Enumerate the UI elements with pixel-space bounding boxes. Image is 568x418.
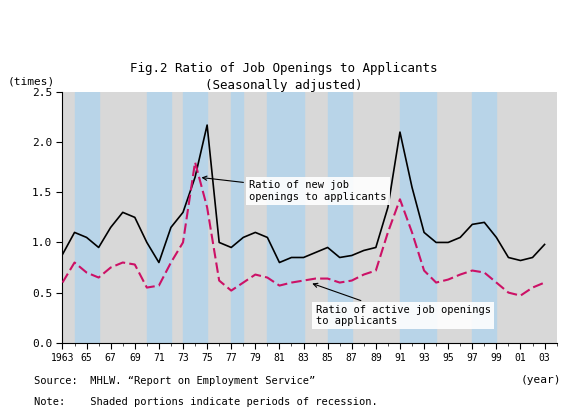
Bar bbox=[400, 92, 436, 343]
Text: Fig.2 Ratio of Job Openings to Applicants: Fig.2 Ratio of Job Openings to Applicant… bbox=[130, 62, 438, 75]
Bar bbox=[231, 92, 243, 343]
Bar bbox=[268, 92, 303, 343]
Bar bbox=[328, 92, 352, 343]
Text: Ratio of new job
openings to applicants: Ratio of new job openings to applicants bbox=[203, 176, 387, 202]
Text: Note:    Shaded portions indicate periods of recession.: Note: Shaded portions indicate periods o… bbox=[34, 397, 378, 407]
Text: (Seasonally adjusted): (Seasonally adjusted) bbox=[205, 79, 363, 92]
Bar bbox=[147, 92, 171, 343]
Bar bbox=[183, 92, 207, 343]
Text: (times): (times) bbox=[8, 77, 55, 87]
Text: Ratio of active job openings
to applicants: Ratio of active job openings to applican… bbox=[314, 283, 491, 326]
Bar bbox=[74, 92, 99, 343]
Text: (year): (year) bbox=[521, 375, 562, 385]
Text: Source:  MHLW. “Report on Employment Service”: Source: MHLW. “Report on Employment Serv… bbox=[34, 376, 315, 386]
Bar bbox=[472, 92, 496, 343]
